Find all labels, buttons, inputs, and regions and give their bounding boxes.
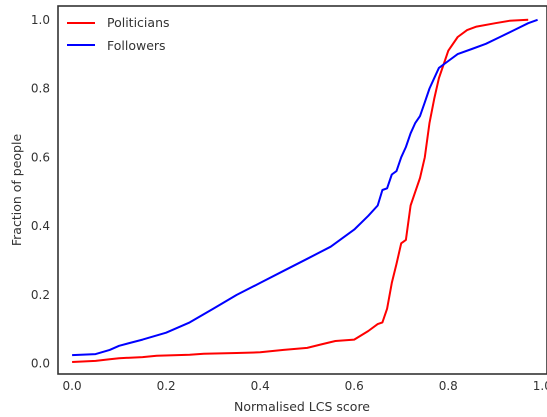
x-axis-ticks: 0.0 0.2 0.4 0.6 0.8 1.0 (63, 379, 547, 393)
y-tick-label: 1.0 (31, 13, 50, 27)
y-tick-label: 0.0 (31, 357, 50, 371)
y-tick-label: 0.6 (31, 150, 50, 164)
x-tick-label: 0.6 (345, 379, 364, 393)
x-axis-label: Normalised LCS score (234, 399, 370, 414)
y-tick-label: 0.8 (31, 82, 50, 96)
series-line-followers (72, 18, 538, 357)
x-tick-label: 1.0 (533, 379, 547, 393)
y-axis-ticks: 0.0 0.2 0.4 0.6 0.8 1.0 (31, 13, 50, 371)
series-layer (72, 18, 538, 363)
series-line-politicians (72, 18, 529, 363)
x-tick-label: 0.0 (63, 379, 82, 393)
x-tick-label: 0.2 (157, 379, 176, 393)
x-tick-label: 0.8 (439, 379, 458, 393)
y-tick-label: 0.4 (31, 219, 50, 233)
legend-label-followers: Followers (107, 38, 166, 53)
y-tick-label: 0.2 (31, 288, 50, 302)
plot-area (57, 5, 547, 375)
x-tick-label: 0.4 (251, 379, 270, 393)
y-axis-label: Fraction of people (9, 134, 24, 247)
legend: Politicians Followers (67, 15, 170, 53)
legend-label-politicians: Politicians (107, 15, 170, 30)
